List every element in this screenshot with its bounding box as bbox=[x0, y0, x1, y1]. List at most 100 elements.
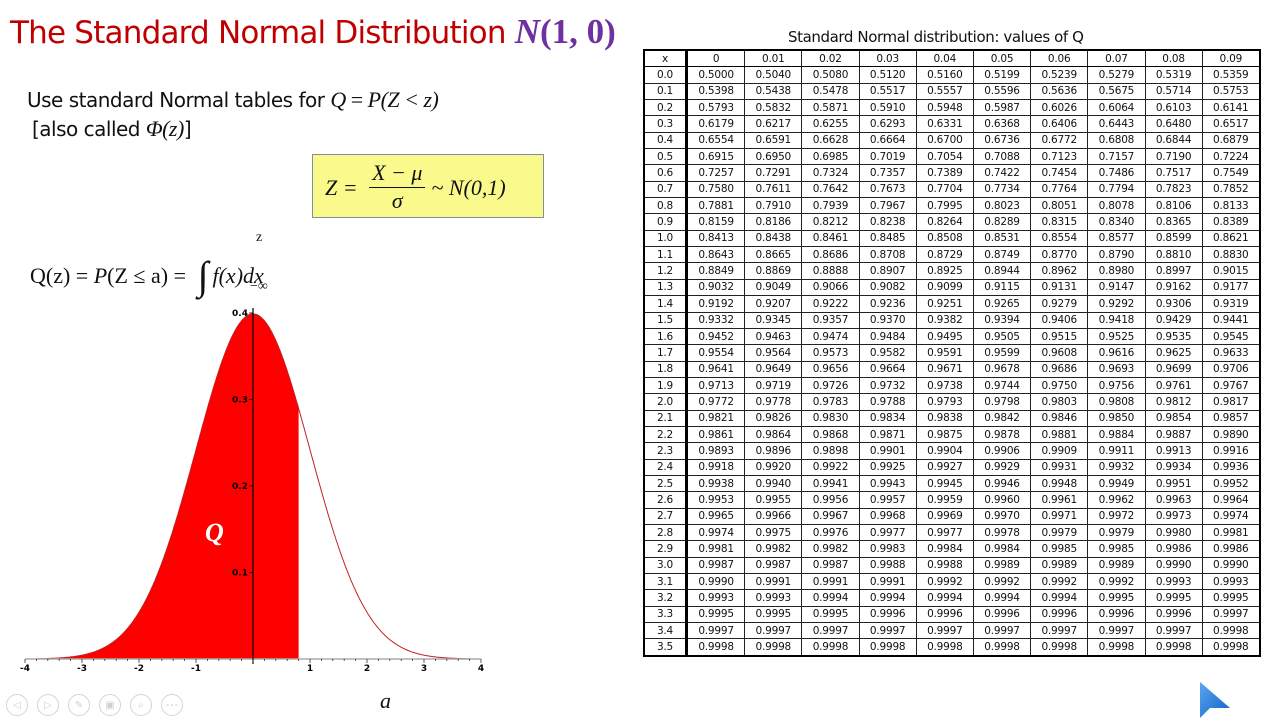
table-cell: 0.8729 bbox=[915, 246, 974, 264]
table-cell: 0.6591 bbox=[744, 131, 803, 150]
next-slide-button[interactable]: ▷ bbox=[37, 694, 59, 716]
row-header-x: 1.0 bbox=[643, 229, 688, 248]
table-row: 2.5 0.9938 0.9940 0.9941 0.9943 0.9945 0.9946 0… bbox=[643, 474, 1261, 493]
table-cell: 0.9525 bbox=[1087, 327, 1146, 346]
slides-view-button[interactable]: ▣ bbox=[99, 694, 121, 716]
table-cell: 0.7764 bbox=[1030, 180, 1089, 199]
table-cell: 0.8212 bbox=[801, 213, 860, 231]
table-cell: 0.8554 bbox=[1030, 229, 1089, 248]
table-cell: 0.7673 bbox=[858, 180, 917, 199]
table-cell: 0.9997 bbox=[915, 622, 974, 640]
table-title: Standard Normal distribution: values of … bbox=[788, 28, 1084, 46]
table-cell: 0.9463 bbox=[744, 327, 803, 346]
table-cell: 0.8485 bbox=[858, 229, 917, 248]
table-cell: 0.9993 bbox=[685, 589, 746, 607]
table-cell: 0.9452 bbox=[685, 327, 746, 346]
table-cell: 0.7823 bbox=[1144, 180, 1203, 199]
table-cell: 0.9370 bbox=[858, 311, 917, 329]
table-cell: 0.9842 bbox=[972, 409, 1032, 427]
table-cell: 0.9974 bbox=[685, 523, 746, 542]
table-cell: 0.9251 bbox=[915, 295, 974, 313]
table-row: 2.1 0.9821 0.9826 0.9830 0.9834 0.9838 0.9842 0… bbox=[643, 409, 1261, 427]
table-cell: 0.9995 bbox=[685, 605, 746, 624]
table-row: 2.9 0.9981 0.9982 0.9982 0.9983 0.9984 0.9984 0… bbox=[643, 540, 1261, 558]
table-cell: 0.8159 bbox=[685, 213, 746, 231]
table-cell: 0.5438 bbox=[744, 82, 803, 101]
table-cell: 0.9943 bbox=[858, 474, 917, 493]
table-cell: 0.9918 bbox=[685, 458, 746, 476]
table-cell: 0.9956 bbox=[801, 491, 860, 509]
table-cell: 0.9878 bbox=[972, 425, 1032, 444]
table-cell: 0.6293 bbox=[858, 115, 917, 133]
table-cell: 0.9997 bbox=[858, 622, 917, 640]
table-cell: 0.9920 bbox=[744, 458, 803, 476]
table-cell: 0.9279 bbox=[1030, 295, 1089, 313]
slides-grid-icon: ▣ bbox=[105, 699, 115, 711]
table-cell: 0.9964 bbox=[1201, 491, 1261, 509]
pen-tool-button[interactable]: ✎ bbox=[68, 694, 90, 716]
table-cell: 0.9535 bbox=[1144, 327, 1203, 346]
table-cell: 0.9545 bbox=[1201, 327, 1261, 346]
table-cell: 0.9808 bbox=[1087, 393, 1146, 411]
table-cell: 0.9147 bbox=[1087, 278, 1146, 297]
table-cell: 0.9693 bbox=[1087, 360, 1146, 378]
table-cell: 0.9961 bbox=[1030, 491, 1089, 509]
previous-slide-button[interactable]: ◁ bbox=[6, 694, 28, 716]
instruction-formula: Q = P(Z < z) bbox=[330, 87, 439, 112]
table-cell: 0.9332 bbox=[685, 311, 746, 329]
table-cell: 0.9949 bbox=[1087, 474, 1146, 493]
table-cell: 0.9997 bbox=[1144, 622, 1203, 640]
table-cell: 0.9936 bbox=[1201, 458, 1261, 476]
table-cell: 0.7995 bbox=[915, 197, 974, 215]
table-row: 1.2 0.8849 0.8869 0.8888 0.8907 0.8925 0.8944 0… bbox=[643, 262, 1261, 280]
table-cell: 0.9960 bbox=[972, 491, 1032, 509]
table-cell: 0.9582 bbox=[858, 344, 917, 362]
table-cell: 0.9968 bbox=[858, 507, 917, 525]
table-row: 2.3 0.9893 0.9896 0.9898 0.9901 0.9904 0.9906 0… bbox=[643, 442, 1261, 460]
table-cell: 0.8051 bbox=[1030, 197, 1089, 215]
table-cell: 0.8621 bbox=[1201, 229, 1261, 248]
table-cell: 0.9986 bbox=[1201, 540, 1261, 558]
table-cell: 0.9981 bbox=[1201, 523, 1261, 542]
slide-title-math: N(1, 0) bbox=[514, 12, 616, 51]
table-cell: 0.9994 bbox=[858, 589, 917, 607]
zoom-button[interactable]: ⌕ bbox=[130, 694, 152, 716]
table-cell: 0.8264 bbox=[915, 213, 974, 231]
table-cell: 0.9998 bbox=[1030, 638, 1089, 657]
column-header: 0.01 bbox=[744, 49, 803, 68]
triangle-right-icon: ▷ bbox=[44, 699, 52, 711]
table-cell: 0.9881 bbox=[1030, 425, 1089, 444]
table-cell: 0.9997 bbox=[685, 622, 746, 640]
table-cell: 0.9946 bbox=[972, 474, 1032, 493]
table-cell: 0.9357 bbox=[801, 311, 860, 329]
table-cell: 0.9994 bbox=[801, 589, 860, 607]
table-row: 0.7 0.7580 0.7611 0.7642 0.7673 0.7704 0.7734 0… bbox=[643, 180, 1261, 199]
table-cell: 0.5120 bbox=[858, 66, 917, 84]
table-cell: 0.6331 bbox=[915, 115, 974, 133]
axis-ticks: -4 -3 -2 -1 1 2 3 4 0.1 0.2 0.3 0.4 bbox=[20, 309, 484, 674]
table-cell: 0.9484 bbox=[858, 327, 917, 346]
table-cell: 0.9406 bbox=[1030, 311, 1089, 329]
table-cell: 0.9982 bbox=[801, 540, 860, 558]
table-cell: 0.9998 bbox=[685, 638, 746, 657]
table-cell: 0.9992 bbox=[1087, 572, 1146, 591]
table-cell: 0.9966 bbox=[744, 507, 803, 525]
table-cell: 0.9082 bbox=[858, 278, 917, 297]
table-cell: 0.8708 bbox=[858, 246, 917, 264]
table-cell: 0.9987 bbox=[744, 556, 803, 575]
table-cell: 0.8389 bbox=[1201, 213, 1261, 231]
more-options-button[interactable]: ∘∘∘ bbox=[161, 694, 183, 716]
column-header-x: x bbox=[643, 49, 688, 68]
table-cell: 0.8849 bbox=[685, 262, 746, 280]
table-cell: 0.5279 bbox=[1087, 66, 1146, 84]
table-cell: 0.9115 bbox=[972, 278, 1032, 297]
table-cell: 0.9474 bbox=[801, 327, 860, 346]
z-lhs: Z = bbox=[325, 174, 364, 200]
z-standardization-box: Z = X − μ σ ~ N(0,1) bbox=[312, 154, 544, 218]
table-cell: 0.9982 bbox=[744, 540, 803, 558]
table-cell: 0.9988 bbox=[915, 556, 974, 575]
svg-text:0.2: 0.2 bbox=[232, 482, 248, 492]
table-cell: 0.8289 bbox=[972, 213, 1032, 231]
table-cell: 0.6255 bbox=[801, 115, 860, 133]
table-cell: 0.9608 bbox=[1030, 344, 1089, 362]
